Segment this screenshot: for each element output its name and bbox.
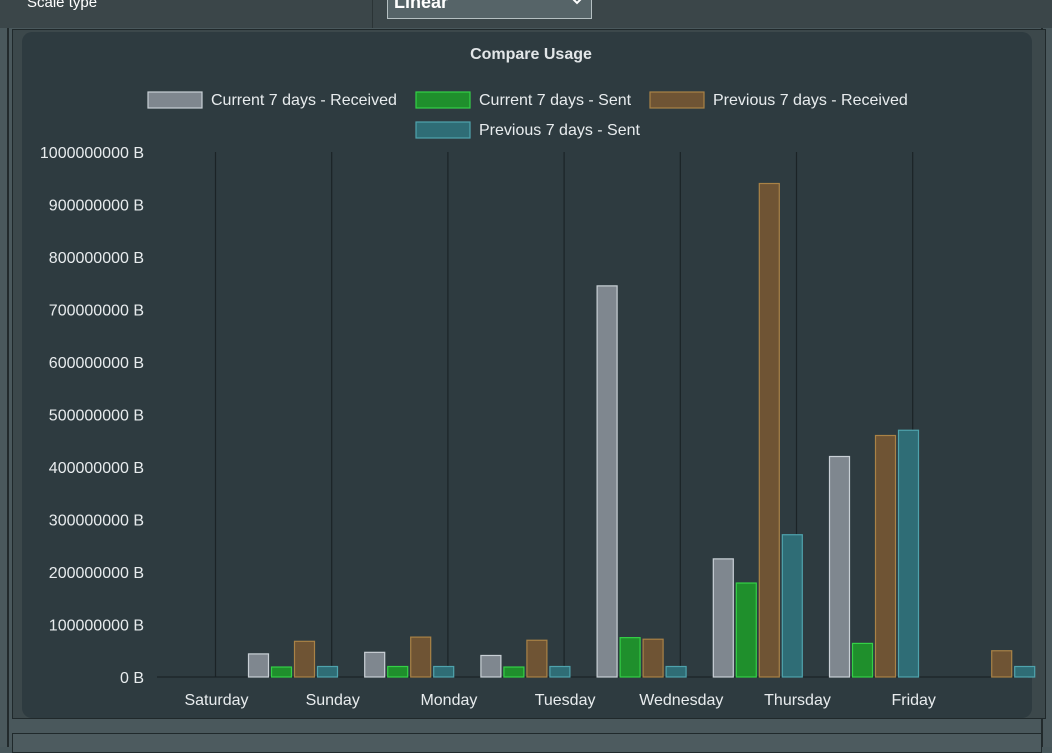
left-border	[7, 0, 9, 747]
chart-panel	[22, 32, 1032, 718]
legend-swatch	[147, 91, 203, 109]
bar-current-7-days-sent-wednesday[interactable]	[735, 582, 757, 678]
bar-previous-7-days-received-wednesday[interactable]	[758, 182, 780, 678]
x-tick-label-saturday: Saturday	[184, 692, 248, 709]
grid-lines	[214, 152, 914, 677]
bar-previous-7-days-sent-monday[interactable]	[549, 665, 571, 678]
y-tick-label: 900000000 B	[49, 198, 144, 215]
legend-swatch	[649, 91, 705, 109]
bar-previous-7-days-sent-wednesday[interactable]	[781, 534, 803, 678]
bar-current-7-days-received-thursday[interactable]	[828, 455, 851, 678]
bar-current-7-days-sent-tuesday[interactable]	[619, 637, 641, 678]
bar-previous-7-days-sent-friday[interactable]	[1014, 665, 1036, 678]
scale-type-label-cell: Scale type	[12, 0, 373, 28]
legend-label: Current 7 days - Sent	[479, 92, 632, 109]
bar-current-7-days-sent-monday[interactable]	[503, 666, 525, 678]
bar-previous-7-days-received-sunday[interactable]	[410, 636, 432, 678]
bar-current-7-days-sent-sunday[interactable]	[387, 665, 409, 678]
bar-previous-7-days-received-thursday[interactable]	[874, 434, 897, 678]
scale-type-select[interactable]: Linear	[387, 0, 592, 19]
bar-previous-7-days-sent-saturday[interactable]	[316, 665, 339, 678]
x-tick-label-wednesday: Wednesday	[639, 692, 723, 709]
y-tick-label: 700000000 B	[49, 303, 144, 320]
x-tick-label-tuesday: Tuesday	[535, 692, 596, 709]
scale-type-value: Linear	[394, 0, 449, 12]
y-tick-label: 300000000 B	[49, 513, 144, 530]
bar-previous-7-days-received-saturday[interactable]	[293, 640, 316, 678]
bar-current-7-days-received-tuesday[interactable]	[596, 285, 618, 678]
bar-previous-7-days-received-tuesday[interactable]	[642, 638, 664, 678]
bar-current-7-days-sent-thursday[interactable]	[851, 642, 874, 678]
bars	[247, 182, 1036, 678]
legend-item-current-7-days-sent[interactable]: Current 7 days - Sent	[415, 91, 632, 109]
y-tick-label: 0 B	[120, 670, 144, 687]
scale-type-row: Scale type Linear	[0, 0, 1052, 28]
y-axis: 0 B 100000000 B 200000000 B 300000000 B 4000…	[40, 145, 1028, 687]
chart-title: Compare Usage	[470, 46, 592, 63]
scale-type-label: Scale type	[27, 0, 98, 11]
bar-previous-7-days-received-friday[interactable]	[991, 650, 1013, 678]
bar-previous-7-days-received-monday[interactable]	[526, 639, 548, 678]
y-tick-label: 800000000 B	[49, 250, 144, 267]
legend-item-previous-7-days-sent[interactable]: Previous 7 days - Sent	[415, 121, 641, 139]
bar-current-7-days-sent-saturday[interactable]	[270, 666, 293, 678]
bar-current-7-days-received-monday[interactable]	[480, 654, 502, 678]
bar-current-7-days-received-wednesday[interactable]	[712, 558, 734, 678]
bar-previous-7-days-sent-tuesday[interactable]	[665, 665, 687, 678]
legend-swatch	[415, 121, 471, 139]
bar-previous-7-days-sent-thursday[interactable]	[897, 429, 920, 678]
x-axis: Saturday Sunday Monday Tuesday Wednesday Thur…	[184, 692, 935, 709]
legend-label: Previous 7 days - Sent	[479, 122, 641, 139]
bar-current-7-days-received-saturday[interactable]	[247, 653, 270, 678]
x-tick-label-friday: Friday	[891, 692, 935, 709]
y-tick-label: 200000000 B	[49, 565, 144, 582]
y-tick-label: 1000000000 B	[40, 145, 144, 162]
legend-item-previous-7-days-received[interactable]: Previous 7 days - Received	[649, 91, 908, 109]
y-tick-label: 600000000 B	[49, 355, 144, 372]
bar-previous-7-days-sent-sunday[interactable]	[433, 665, 455, 678]
legend-item-current-7-days-received[interactable]: Current 7 days - Received	[147, 91, 397, 109]
y-tick-label: 100000000 B	[49, 618, 144, 635]
y-tick-label: 400000000 B	[49, 460, 144, 477]
legend-label: Previous 7 days - Received	[713, 92, 908, 109]
legend: Current 7 days - Received Current 7 days …	[147, 91, 908, 139]
legend-label: Current 7 days - Received	[211, 92, 397, 109]
chevron-down-icon	[572, 0, 582, 5]
y-tick-label: 500000000 B	[49, 408, 144, 425]
bar-current-7-days-received-sunday[interactable]	[364, 651, 386, 678]
x-tick-label-thursday: Thursday	[764, 692, 831, 709]
x-tick-label-sunday: Sunday	[306, 692, 360, 709]
legend-swatch	[415, 91, 471, 109]
x-tick-label-monday: Monday	[420, 692, 477, 709]
